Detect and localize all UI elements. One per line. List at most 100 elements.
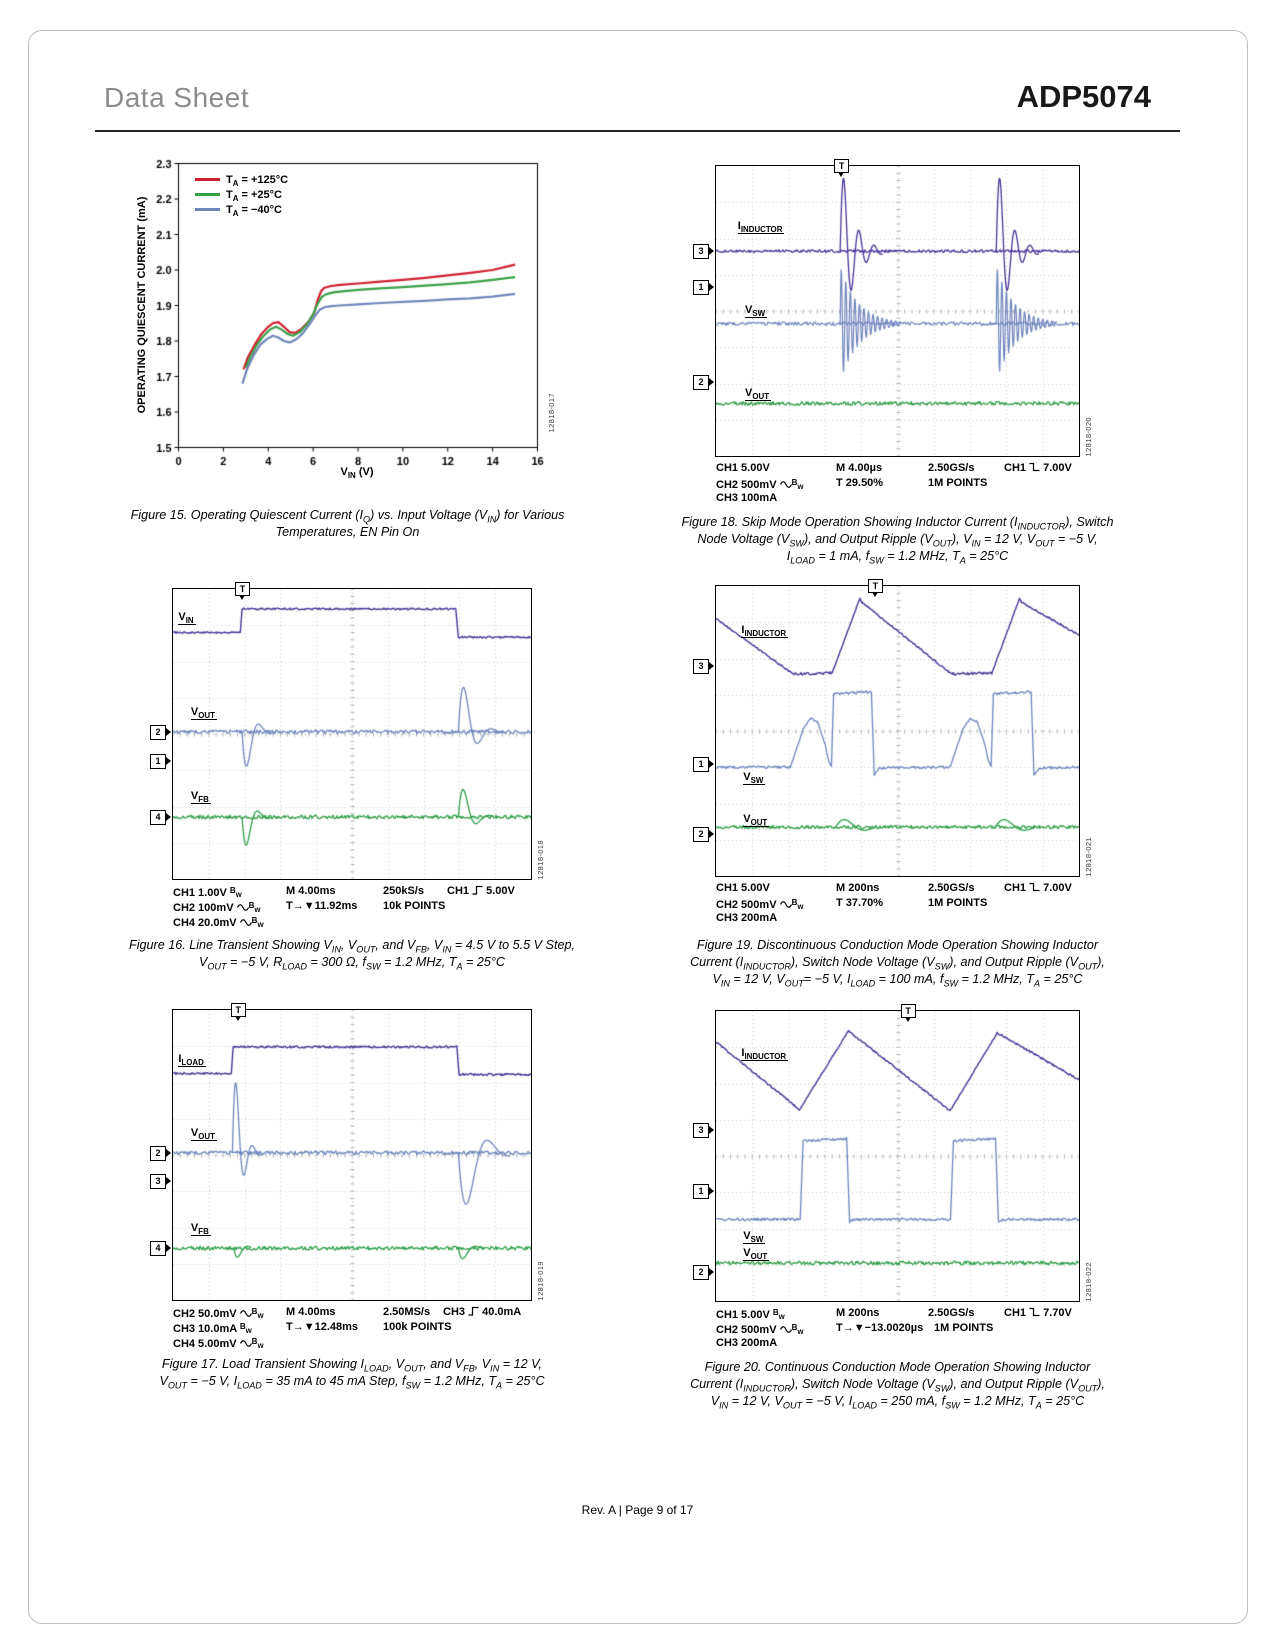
caption-line: ILOAD = 1 mA, fSW = 1.2 MHz, TA = 25°C xyxy=(786,549,1009,566)
ac-coupling-icon xyxy=(779,901,792,908)
fig15-chart-canvas xyxy=(130,150,590,480)
bandwidth-limit-icon: BW xyxy=(239,1322,252,1335)
scope-readout: CH1 5.00V xyxy=(716,462,770,474)
scope-readout: CH3 40.0mA xyxy=(443,1306,522,1318)
ac-coupling-icon xyxy=(239,1310,252,1317)
header-doc-type: Data Sheet xyxy=(104,82,250,113)
trace-label: VOUT xyxy=(743,1246,770,1261)
channel-marker-1: 1 xyxy=(693,756,714,772)
scope-readout: M 4.00ms xyxy=(286,885,336,897)
scope-readout: CH2 100mV BW xyxy=(173,901,261,914)
legend-swatch xyxy=(195,208,220,211)
page-footer: Rev. A | Page 9 of 17 xyxy=(581,1503,694,1517)
fig15-watermark: 12818-017 xyxy=(547,393,556,433)
falling-edge-icon xyxy=(1029,882,1040,892)
trigger-marker: T xyxy=(900,1004,916,1022)
fig20-caption: Figure 20. Continuous Conduction Mode Op… xyxy=(618,1359,1178,1410)
ac-coupling-icon xyxy=(779,1326,792,1333)
scope-readout: 2.50MS/s xyxy=(383,1306,431,1318)
bandwidth-limit-icon: BW xyxy=(791,478,804,491)
fig17-watermark: 12818-019 xyxy=(536,1260,545,1300)
scope-readout: M 4.00ms xyxy=(286,1306,336,1318)
fig15-x-axis-title: VIN (V) xyxy=(340,466,374,481)
legend-swatch xyxy=(195,193,220,196)
trace-label: ILOAD xyxy=(178,1052,206,1067)
caption-line: Temperatures, EN Pin On xyxy=(275,525,420,539)
scope-readout: 1M POINTS xyxy=(934,1322,994,1334)
figure-18-scope: IINDUCTOR VSW VOUT 3 1 2 T CH1 5.00V M 4.00µs 2.… xyxy=(682,159,1113,565)
scope-readout: 2.50GS/s xyxy=(928,462,975,474)
bandwidth-limit-icon: BW xyxy=(251,1337,264,1350)
scope-readout: CH1 7.00V xyxy=(1004,882,1072,894)
fig17-overlays: ILOAD VOUT VFB 2 3 4 T xyxy=(150,1003,531,1300)
channel-marker-2: 2 xyxy=(693,826,714,842)
channel-marker-4: 4 xyxy=(150,1241,171,1257)
fig18-overlays: IINDUCTOR VSW VOUT 3 1 2 T xyxy=(693,159,1079,456)
scope-readout: 10k POINTS xyxy=(383,900,446,912)
bandwidth-limit-icon: BW xyxy=(229,886,242,899)
scope-readout: 250kS/s xyxy=(383,885,424,897)
channel-marker-1: 1 xyxy=(693,280,714,296)
scope-readout: M 200ns xyxy=(836,882,880,894)
scope-readout: 2.50GS/s xyxy=(928,882,975,894)
fig20-watermark: 12818-022 xyxy=(1084,1261,1093,1301)
trigger-marker: T xyxy=(230,1003,246,1021)
scope-readout: CH2 500mV BW xyxy=(716,478,804,491)
trace-label: VSW xyxy=(745,303,768,318)
scope-readout: CH1 1.00V BW xyxy=(173,886,242,899)
bandwidth-limit-icon: BW xyxy=(248,901,261,914)
trace-label: VOUT xyxy=(743,812,770,827)
fig16-caption: Figure 16. Line Transient Showing VIN, V… xyxy=(72,937,632,971)
caption-line: Current (IINDUCTOR), Switch Node Voltage… xyxy=(690,955,1105,972)
ac-coupling-icon xyxy=(236,904,249,911)
scope-readout: CH1 5.00V BW xyxy=(716,1308,785,1321)
falling-edge-icon xyxy=(1029,1307,1040,1317)
channel-marker-3: 3 xyxy=(693,658,714,674)
bandwidth-limit-icon: BW xyxy=(251,1307,264,1320)
rising-edge-icon xyxy=(472,885,483,895)
fig19-caption: Figure 19. Discontinuous Conduction Mode… xyxy=(618,937,1178,988)
scope-readout: 2.50GS/s xyxy=(928,1307,975,1319)
legend-item: TA = +125°C xyxy=(195,172,288,187)
trace-label: IINDUCTOR xyxy=(741,624,789,639)
trace-label: VSW xyxy=(743,770,766,786)
fig18-watermark: 12818-020 xyxy=(1084,416,1093,456)
fig16-overlays: VIN VOUT VFB 2 1 4 T xyxy=(150,582,531,879)
scope-readout: CH3 100mA xyxy=(716,492,778,504)
fig15-legend: TA = +125°C TA = +25°C TA = −40°C xyxy=(195,172,288,217)
fig20-scope-canvas xyxy=(716,1011,1079,1301)
trace-label: IINDUCTOR xyxy=(741,1047,789,1062)
fig19-overlays: IINDUCTOR VSW VOUT 3 1 2 T xyxy=(693,579,1079,876)
trace-label: VFB xyxy=(190,790,211,805)
scope-readout: M 4.00µs xyxy=(836,462,883,474)
fig20-overlays: IINDUCTOR VSW VOUT 3 1 2 T xyxy=(693,1004,1079,1301)
fig16-watermark: 12818-018 xyxy=(536,839,545,879)
fig19-scope-canvas xyxy=(716,586,1079,876)
scope-readout: CH2 50.0mV BW xyxy=(173,1307,264,1320)
scope-readout: CH3 200mA xyxy=(716,1337,778,1349)
scope-readout: M 200ns xyxy=(836,1307,880,1319)
scope-readout: CH1 5.00V xyxy=(716,882,770,894)
trace-label: VOUT xyxy=(190,705,217,720)
trace-label: IINDUCTOR xyxy=(737,220,785,235)
caption-line: Current (IINDUCTOR), Switch Node Voltage… xyxy=(690,1377,1105,1394)
scope-readout: CH3 200mA xyxy=(716,912,778,924)
bandwidth-limit-icon: BW xyxy=(791,1323,804,1336)
legend-item: TA = −40°C xyxy=(195,202,288,217)
scope-readout: CH2 500mV BW xyxy=(716,898,804,911)
scope-readout: CH1 7.70V xyxy=(1004,1307,1072,1319)
trace-label: VOUT xyxy=(745,387,772,402)
legend-swatch xyxy=(195,178,220,181)
caption-line: Figure 16. Line Transient Showing VIN, V… xyxy=(129,938,575,955)
legend-label: TA = +25°C xyxy=(226,188,282,203)
channel-marker-3: 3 xyxy=(693,244,714,260)
legend-label: TA = −40°C xyxy=(226,203,282,218)
scope-readout: CH1 7.00V xyxy=(1004,462,1072,474)
trigger-marker: T xyxy=(235,582,251,600)
caption-line: VOUT = −5 V, ILOAD = 35 mA to 45 mA Step… xyxy=(159,1374,545,1391)
caption-line: Node Voltage (VSW), and Output Ripple (V… xyxy=(697,532,1098,549)
ac-coupling-icon xyxy=(239,1340,252,1347)
fig17-caption: Figure 17. Load Transient Showing ILOAD,… xyxy=(72,1356,632,1390)
channel-marker-3: 3 xyxy=(150,1174,171,1190)
